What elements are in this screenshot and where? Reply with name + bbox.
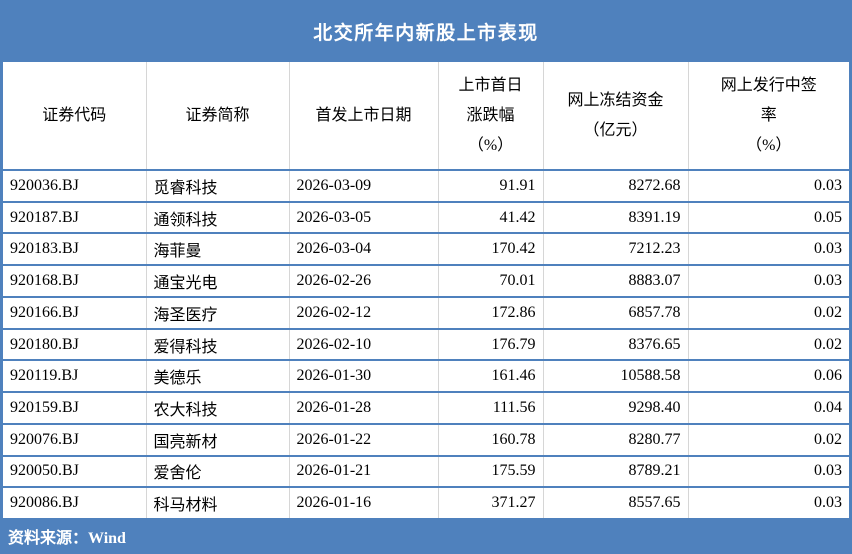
source-note: 资料来源：Wind — [0, 518, 852, 554]
table-row: 920180.BJ 爱得科技 2026-02-10 176.79 8376.65 0.02 — [3, 327, 849, 361]
table-cell: 0.03 — [687, 486, 849, 518]
table-cell: 0.04 — [687, 391, 849, 424]
table-cell: 160.78 — [437, 422, 543, 456]
table-body: 920036.BJ 觅睿科技 2026-03-09 91.91 8272.68 0.03 9… — [3, 169, 849, 518]
table-cell: 8391.19 — [542, 200, 688, 234]
table-cell: 91.91 — [437, 169, 543, 202]
table-container: 证券代码 证券简称 首发上市日期 上市首日 涨跌幅 （%） 网上冻结资金 （亿元） 网上发行中签… — [0, 62, 852, 518]
table-cell: 2026-01-28 — [288, 391, 438, 424]
table-cell: 美德乐 — [145, 359, 289, 393]
table-cell: 111.56 — [437, 391, 543, 424]
table-cell: 8883.07 — [542, 264, 688, 297]
column-header: 证券简称 — [145, 62, 289, 170]
table-cell: 8789.21 — [542, 454, 688, 488]
table-cell: 爱舍伦 — [145, 454, 289, 488]
table-row: 920187.BJ 通领科技 2026-03-05 41.42 8391.19 0.05 — [3, 200, 849, 234]
table-cell: 920050.BJ — [3, 454, 146, 488]
table-cell: 920086.BJ — [3, 486, 146, 518]
table-cell: 8557.65 — [542, 486, 688, 518]
table-cell: 2026-03-09 — [288, 169, 438, 202]
table-row: 920076.BJ 国亮新材 2026-01-22 160.78 8280.77 0.02 — [3, 422, 849, 456]
table-cell: 170.42 — [437, 232, 543, 266]
table-cell: 0.02 — [687, 295, 849, 329]
table-cell: 0.03 — [687, 169, 849, 202]
table-cell: 2026-02-12 — [288, 295, 438, 329]
table-cell: 0.06 — [687, 359, 849, 393]
table-row: 920119.BJ 美德乐 2026-01-30 161.46 10588.58 0.06 — [3, 359, 849, 393]
table-cell: 41.42 — [437, 200, 543, 234]
table-row: 920166.BJ 海圣医疗 2026-02-12 172.86 6857.78 0.02 — [3, 295, 849, 329]
table-cell: 920119.BJ — [3, 359, 146, 393]
table-cell: 通宝光电 — [145, 264, 289, 297]
table-cell: 70.01 — [437, 264, 543, 297]
table-cell: 920183.BJ — [3, 232, 146, 266]
table-cell: 9298.40 — [542, 391, 688, 424]
table-row: 920036.BJ 觅睿科技 2026-03-09 91.91 8272.68 0.03 — [3, 169, 849, 202]
table-row: 920050.BJ 爱舍伦 2026-01-21 175.59 8789.21 0.03 — [3, 454, 849, 488]
table-cell: 920036.BJ — [3, 169, 146, 202]
table-row: 920168.BJ 通宝光电 2026-02-26 70.01 8883.07 0.03 — [3, 264, 849, 297]
table-cell: 国亮新材 — [145, 422, 289, 456]
column-header: 上市首日 涨跌幅 （%） — [437, 62, 543, 170]
table-cell: 0.03 — [687, 264, 849, 297]
table-cell: 920180.BJ — [3, 327, 146, 361]
table-cell: 920076.BJ — [3, 422, 146, 456]
table-cell: 172.86 — [437, 295, 543, 329]
table-cell: 2026-02-10 — [288, 327, 438, 361]
table-cell: 2026-01-16 — [288, 486, 438, 518]
table-cell: 8272.68 — [542, 169, 688, 202]
table-cell: 6857.78 — [542, 295, 688, 329]
table-cell: 7212.23 — [542, 232, 688, 266]
table-cell: 2026-03-04 — [288, 232, 438, 266]
table-cell: 2026-03-05 — [288, 200, 438, 234]
table-cell: 0.03 — [687, 454, 849, 488]
table-cell: 爱得科技 — [145, 327, 289, 361]
table-cell: 觅睿科技 — [145, 169, 289, 202]
column-header: 首发上市日期 — [288, 62, 438, 170]
table-cell: 2026-02-26 — [288, 264, 438, 297]
table-cell: 通领科技 — [145, 200, 289, 234]
table-cell: 海圣医疗 — [145, 295, 289, 329]
table-cell: 920159.BJ — [3, 391, 146, 424]
table-cell: 2026-01-22 — [288, 422, 438, 456]
column-header: 网上冻结资金 （亿元） — [542, 62, 688, 170]
table-cell: 海菲曼 — [145, 232, 289, 266]
column-header: 证券代码 — [42, 106, 107, 124]
table-cell: 农大科技 — [145, 391, 289, 424]
data-table: 证券代码 证券简称 首发上市日期 上市首日 涨跌幅 （%） 网上冻结资金 （亿元） 网上发行中签… — [3, 62, 849, 518]
column-header: 网上发行中签率（%） — [687, 62, 849, 170]
table-cell: 0.02 — [687, 327, 849, 361]
table-cell: 0.05 — [687, 200, 849, 234]
table-cell: 161.46 — [437, 359, 543, 393]
figure-title: 北交所年内新股上市表现 — [0, 0, 852, 62]
table-cell: 0.03 — [687, 232, 849, 266]
table-cell: 2026-01-21 — [288, 454, 438, 488]
table-cell: 0.02 — [687, 422, 849, 456]
table-cell: 371.27 — [437, 486, 543, 518]
table-cell: 175.59 — [437, 454, 543, 488]
table-row: 920159.BJ 农大科技 2026-01-28 111.56 9298.40 0.04 — [3, 391, 849, 424]
table-cell: 科马材料 — [145, 486, 289, 518]
table-cell: 10588.58 — [542, 359, 688, 393]
table-cell: 176.79 — [437, 327, 543, 361]
table-row: 920086.BJ 科马材料 2026-01-16 371.27 8557.65 0.03 — [3, 486, 849, 518]
table-cell: 8280.77 — [542, 422, 688, 456]
table-cell: 920166.BJ — [3, 295, 146, 329]
table-cell: 8376.65 — [542, 327, 688, 361]
table-cell: 920187.BJ — [3, 200, 146, 234]
table-cell: 2026-01-30 — [288, 359, 438, 393]
table-cell: 920168.BJ — [3, 264, 146, 297]
table-row: 920183.BJ 海菲曼 2026-03-04 170.42 7212.23 0.03 — [3, 232, 849, 266]
header-row: 证券代码 证券简称 首发上市日期 上市首日 涨跌幅 （%） 网上冻结资金 （亿元） 网上发行中签… — [3, 62, 849, 170]
